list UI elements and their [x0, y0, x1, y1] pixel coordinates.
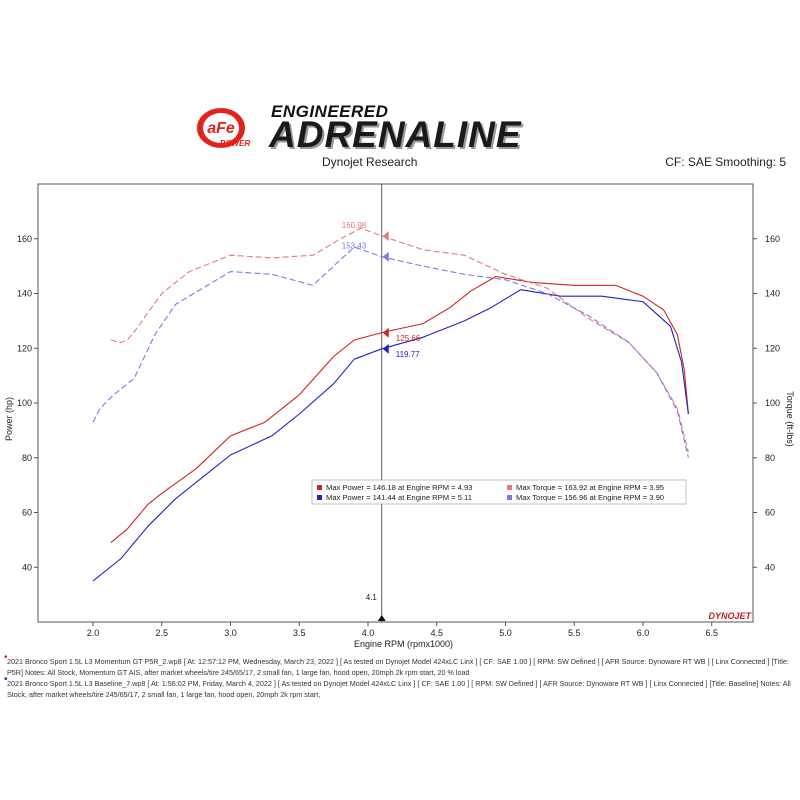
- run-note-2: • 2021 Bronco Sport 1.5L L3 Baseline_7.w…: [4, 674, 795, 700]
- y-left-tick-label-0: 40: [22, 562, 32, 572]
- annotation-label-1: 153.43: [342, 242, 367, 251]
- y-right-tick-label-1: 60: [765, 508, 775, 518]
- y-axis-left-label: Power (hp): [4, 397, 14, 441]
- series-torque-2: [110, 227, 689, 453]
- dynojet-watermark: DYNOJET: [708, 611, 752, 621]
- afe-power-badge: aFe POWER: [197, 108, 250, 148]
- annotation-marker-2: [382, 327, 389, 338]
- annotation-marker-0: [382, 231, 389, 242]
- x-axis-label: Engine RPM (rpmx1000): [354, 639, 453, 649]
- y-right-tick-label-2: 80: [765, 453, 775, 463]
- y-right-tick-label-5: 140: [765, 289, 780, 299]
- run-notes: • 2021 Bronco Sport 1.5L L3 Momentum GT …: [4, 652, 795, 700]
- y-right-tick-label-4: 120: [765, 343, 780, 353]
- series-torque-3: [92, 246, 689, 458]
- y-left-tick-label-1: 60: [22, 508, 32, 518]
- badge-subtext: POWER: [220, 139, 250, 148]
- correction-factor-info: CF: SAE Smoothing: 5: [665, 155, 786, 169]
- plot-frame: [37, 183, 754, 623]
- run-note-2-text: 2021 Bronco Sport 1.5L L3 Baseline_7.wp8…: [7, 679, 791, 699]
- annotation-label-2: 125.66: [396, 334, 421, 343]
- legend-item-3: Max Torque = 156.96 at Engine RPM = 3.90: [516, 493, 664, 502]
- badge-text: aFe: [207, 120, 235, 137]
- series-power-0: [110, 275, 689, 544]
- legend: Max Power = 146.18 at Engine RPM = 4.93 M…: [311, 479, 687, 505]
- legend-swatch-1: [507, 485, 512, 490]
- run1-marker: •: [4, 652, 8, 663]
- brand-logo: aFe POWER ENGINEERED ADRENALINE: [195, 100, 605, 160]
- x-tick-label-3: 3.5: [293, 628, 306, 638]
- rpm-cursor-label: 4.1: [366, 593, 378, 602]
- y-left-tick-label-3: 100: [17, 398, 32, 408]
- legend-item-0: Max Power = 146.18 at Engine RPM = 4.93: [326, 483, 472, 492]
- x-tick-label-0: 2.0: [87, 628, 100, 638]
- y-left-tick-label-4: 120: [17, 343, 32, 353]
- x-tick-label-8: 6.0: [637, 628, 650, 638]
- brand-tagline-top: ENGINEERED: [271, 102, 389, 121]
- dyno-chart: 2.0 2.5 3.0 3.5 4.0 4.5 5.0 5.5 6.0 6.5 40 40 60 60 80…: [4, 183, 795, 649]
- rpm-cursor-marker: [377, 615, 386, 621]
- x-tick-label-1: 2.5: [155, 628, 168, 638]
- legend-item-2: Max Power = 141.44 at Engine RPM = 5.11: [326, 493, 472, 502]
- y-left-tick-label-5: 140: [17, 289, 32, 299]
- x-tick-label-2: 3.0: [224, 628, 237, 638]
- series-layer: [92, 227, 689, 582]
- annotation-marker-3: [382, 343, 389, 354]
- run-note-1: • 2021 Bronco Sport 1.5L L3 Momentum GT …: [4, 652, 795, 678]
- x-tick-label-4: 4.0: [362, 628, 375, 638]
- annotation-label-0: 160.98: [342, 221, 367, 230]
- brand-tagline-main: ADRENALINE: [269, 114, 522, 155]
- legend-box: [311, 479, 687, 505]
- legend-swatch-2: [317, 495, 322, 500]
- run-note-1-text: 2021 Bronco Sport 1.5L L3 Momentum GT P5…: [7, 657, 789, 677]
- series-power-1: [92, 289, 689, 582]
- run2-marker: •: [4, 674, 8, 685]
- x-tick-label-5: 4.5: [430, 628, 443, 638]
- y-right-tick-label-6: 160: [765, 234, 780, 244]
- x-tick-label-6: 5.0: [499, 628, 512, 638]
- x-tick-label-9: 6.5: [705, 628, 718, 638]
- y-left-tick-label-2: 80: [22, 453, 32, 463]
- y-axis-right-label: Torque (ft-lbs): [785, 391, 795, 447]
- legend-swatch-0: [317, 485, 322, 490]
- y-right-tick-label-3: 100: [765, 398, 780, 408]
- legend-swatch-3: [507, 495, 512, 500]
- y-right-tick-label-0: 40: [765, 562, 775, 572]
- annotation-label-3: 119.77: [396, 350, 420, 359]
- y-left-tick-label-6: 160: [17, 234, 32, 244]
- chart-axes: 2.0 2.5 3.0 3.5 4.0 4.5 5.0 5.5 6.0 6.5 40 40 60 60 80…: [4, 183, 795, 649]
- chart-title: Dynojet Research: [322, 155, 418, 169]
- x-tick-label-7: 5.5: [568, 628, 581, 638]
- annotation-marker-1: [382, 251, 389, 262]
- legend-item-1: Max Torque = 163.92 at Engine RPM = 3.95: [516, 483, 664, 492]
- annotation-layer: 160.98 153.43 125.66 119.77: [342, 221, 421, 359]
